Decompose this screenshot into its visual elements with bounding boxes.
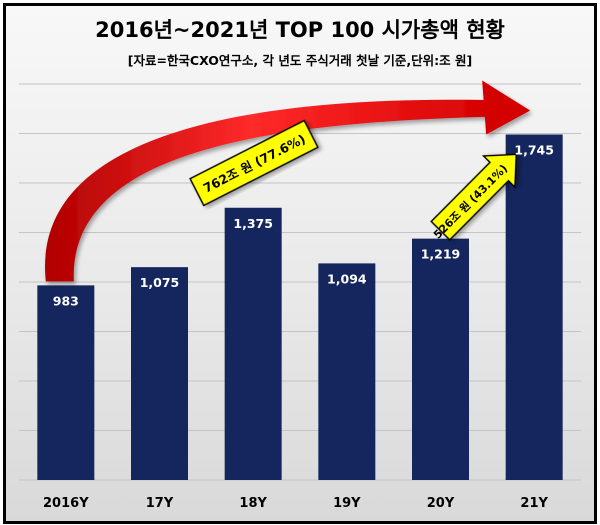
bar-19Y: [318, 263, 376, 480]
x-tick-label: 20Y: [427, 496, 455, 511]
x-tick-label: 17Y: [146, 496, 174, 511]
data-label: 1,745: [514, 142, 554, 157]
data-label: 1,075: [140, 275, 180, 290]
growth-arrow-head: [482, 80, 531, 135]
data-label: 1,375: [233, 216, 273, 231]
data-label: 983: [53, 293, 79, 308]
callout-box: [189, 119, 319, 207]
chart-subtitle: [자료=한국CXO연구소, 각 년도 주식거래 첫날 기준,단위:조 원]: [127, 53, 473, 68]
yoy-arrow: [430, 153, 517, 241]
bar-18Y: [224, 207, 282, 480]
data-label: 1,219: [421, 247, 461, 262]
chart-plot: 762조 원 (77.6%) 526조 원 (43.1%) 9831,0751,3…: [19, 80, 581, 511]
chart-title: 2016년~2021년 TOP 100 시가총액 현황: [95, 18, 505, 42]
bar-2016Y: [37, 285, 95, 480]
bar-21Y: [505, 134, 563, 481]
data-label: 1,094: [327, 271, 367, 286]
chart-frame: 762조 원 (77.6%) 526조 원 (43.1%) 983 1,075 1,3…: [3, 3, 597, 524]
growth-arrow-2016-21: [45, 99, 505, 282]
x-tick-label: 18Y: [239, 496, 267, 511]
x-tick-label: 21Y: [520, 496, 548, 511]
bar-17Y: [131, 267, 188, 480]
bar-20Y: [412, 238, 469, 480]
x-tick-label: 19Y: [333, 496, 361, 511]
callout-label: 526조 원 (43.1%): [430, 161, 510, 241]
x-tick-label: 2016Y: [43, 496, 89, 511]
